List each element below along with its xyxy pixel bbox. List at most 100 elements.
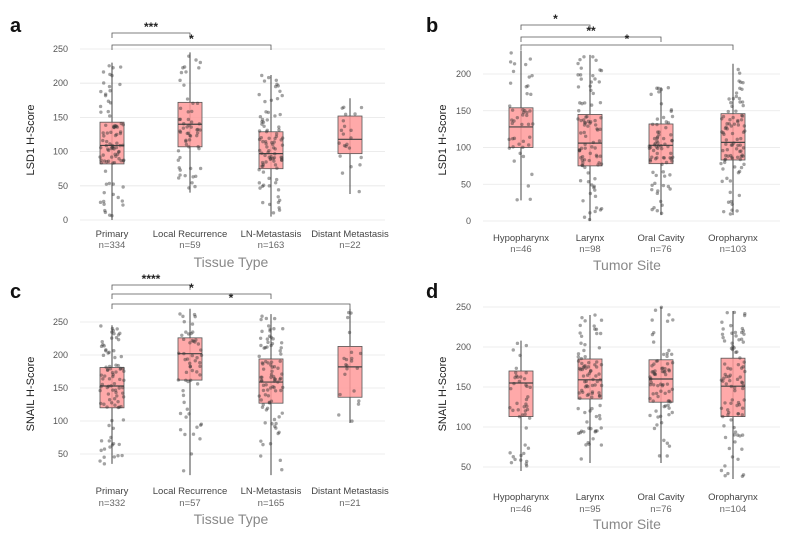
data-point xyxy=(197,66,201,70)
data-point xyxy=(182,83,186,87)
data-point xyxy=(189,125,193,129)
data-point xyxy=(508,60,513,64)
data-point xyxy=(181,314,185,319)
data-point xyxy=(117,405,121,409)
data-point xyxy=(121,391,125,395)
data-point xyxy=(118,367,123,371)
data-point xyxy=(277,198,282,202)
data-point xyxy=(264,383,268,387)
data-point xyxy=(667,412,671,417)
data-point xyxy=(271,211,276,215)
data-point xyxy=(728,212,733,216)
data-point xyxy=(258,115,263,119)
data-point xyxy=(178,168,182,172)
data-point xyxy=(648,145,653,149)
data-point xyxy=(586,171,590,175)
data-point xyxy=(280,158,284,162)
data-point xyxy=(665,441,670,445)
data-point xyxy=(664,125,668,130)
y-tick-label: 200 xyxy=(456,342,471,352)
data-point xyxy=(106,147,110,151)
data-point xyxy=(121,159,126,163)
data-point xyxy=(264,160,268,164)
data-point xyxy=(98,200,103,205)
data-point xyxy=(104,365,108,369)
data-point xyxy=(277,206,281,210)
data-point xyxy=(190,109,194,114)
data-point xyxy=(594,414,599,419)
data-point xyxy=(98,104,103,109)
data-point xyxy=(514,374,519,378)
data-point xyxy=(579,356,584,361)
data-point xyxy=(525,113,529,118)
data-point xyxy=(580,163,585,168)
data-point xyxy=(736,118,740,123)
data-point xyxy=(591,437,595,441)
data-point xyxy=(107,377,112,381)
data-point xyxy=(726,471,730,476)
category-label: Local Recurrence xyxy=(153,486,227,497)
data-point xyxy=(112,147,116,151)
data-point xyxy=(587,217,592,222)
data-point xyxy=(648,396,652,401)
data-point xyxy=(523,409,528,413)
data-point xyxy=(576,431,581,436)
data-point xyxy=(593,327,597,331)
data-point xyxy=(662,156,666,160)
data-point xyxy=(736,170,741,175)
data-point xyxy=(597,80,602,84)
data-point xyxy=(594,153,599,158)
y-tick-label: 200 xyxy=(53,78,68,88)
data-point xyxy=(118,331,122,336)
data-point xyxy=(728,153,733,158)
data-point xyxy=(113,355,117,360)
data-point xyxy=(112,125,116,130)
data-point xyxy=(598,403,602,408)
data-point xyxy=(653,181,657,186)
data-point xyxy=(507,146,512,150)
data-point xyxy=(736,412,741,416)
data-point xyxy=(110,145,114,149)
data-point xyxy=(730,455,735,459)
data-point xyxy=(726,109,730,114)
data-point xyxy=(663,404,668,408)
data-point xyxy=(526,84,530,88)
data-point xyxy=(577,149,582,153)
data-point xyxy=(261,120,266,124)
data-point xyxy=(114,124,118,129)
data-point xyxy=(659,382,663,386)
data-point xyxy=(664,160,669,165)
data-point xyxy=(730,202,734,206)
data-point xyxy=(276,366,280,370)
data-point xyxy=(271,156,275,161)
data-point xyxy=(114,370,118,374)
data-point xyxy=(735,403,739,408)
y-axis-title: LSD1 H-Score xyxy=(437,105,449,176)
data-point xyxy=(653,372,658,377)
data-point xyxy=(739,337,744,341)
data-point xyxy=(576,355,580,359)
panel-letter: b xyxy=(426,15,438,37)
data-point xyxy=(740,381,745,385)
data-point xyxy=(510,118,514,122)
data-point xyxy=(261,139,265,144)
data-point xyxy=(582,364,586,369)
y-tick-label: 50 xyxy=(461,179,471,189)
data-point xyxy=(179,70,184,75)
data-point xyxy=(118,131,123,136)
data-point xyxy=(274,426,278,430)
data-point xyxy=(343,372,347,376)
data-point xyxy=(102,402,106,406)
data-point xyxy=(583,380,587,384)
data-point xyxy=(724,153,728,158)
data-point xyxy=(509,51,513,55)
data-point xyxy=(276,200,281,205)
data-point xyxy=(107,423,111,428)
data-point xyxy=(268,442,273,446)
y-tick-label: 0 xyxy=(63,215,68,225)
data-point xyxy=(114,145,119,150)
data-point xyxy=(268,157,273,162)
data-point xyxy=(724,142,728,146)
data-point xyxy=(597,393,602,398)
data-point xyxy=(275,82,279,87)
